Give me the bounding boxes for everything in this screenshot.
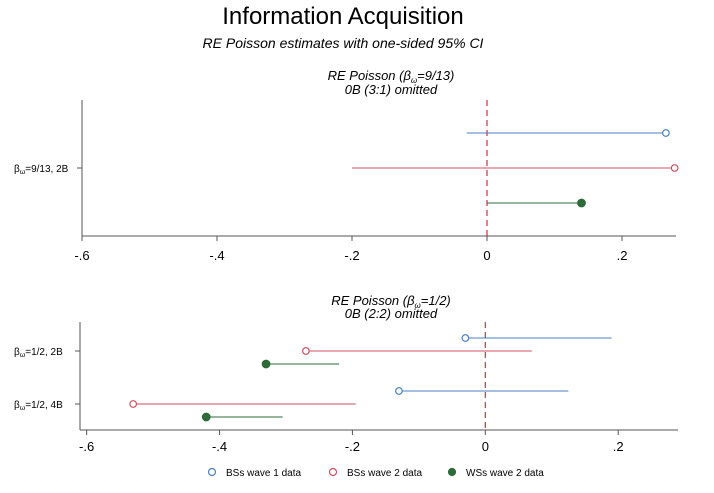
x-tick-label: -.6: [74, 248, 89, 263]
point-estimate: [129, 400, 138, 408]
point-estimate: [261, 359, 271, 369]
panel-note: 0B (3:1) omitted: [345, 82, 438, 97]
panels: RE Poisson (βω=9/13)0B (3:1) omitted -.6 -…: [14, 68, 679, 454]
legend-marker: [447, 467, 457, 477]
x-tick-label: .2: [617, 248, 628, 263]
panel-1: RE Poisson (βω=9/13)0B (3:1) omitted -.6 -…: [14, 68, 679, 263]
row-label: βω=1/2, 4B: [14, 400, 63, 412]
legend-item: WSs wave 2 data: [447, 467, 544, 479]
point-estimate: [201, 412, 211, 422]
row-label: βω=9/13, 2B: [14, 164, 69, 176]
legend-item: BSs wave 2 data: [328, 467, 422, 479]
x-tick-label: -.2: [344, 248, 359, 263]
x-tick-label: -.6: [79, 439, 94, 454]
legend-marker: [328, 467, 338, 477]
panel-note: 0B (2:2) omitted: [345, 306, 438, 321]
chart-title: Information Acquisition: [222, 3, 463, 30]
x-tick-label: -.2: [345, 439, 360, 454]
point-estimate: [661, 129, 670, 137]
point-estimate: [461, 334, 470, 342]
x-tick-label: 0: [482, 439, 489, 454]
point-estimate: [577, 198, 586, 208]
x-tick-label: -.4: [212, 439, 227, 454]
legend-label: BSs wave 2 data: [347, 468, 422, 479]
legend-label: WSs wave 2 data: [466, 468, 544, 479]
x-tick-label: 0: [483, 248, 490, 263]
panel-title: RE Poisson (βω=9/13): [328, 68, 455, 85]
point-estimate: [395, 387, 403, 395]
point-estimate: [302, 347, 310, 355]
x-tick-label: -.4: [209, 248, 224, 263]
panel-2: RE Poisson (βω=1/2)0B (2:2) omitted -.6 -.…: [14, 293, 678, 454]
row-label: βω=1/2, 2B: [14, 347, 63, 359]
x-tick-label: .2: [613, 439, 624, 454]
legend-label: BSs wave 1 data: [226, 468, 301, 479]
legend: BSs wave 1 data BSs wave 2 data WSs wave 2…: [207, 467, 544, 479]
legend-item: BSs wave 1 data: [207, 467, 301, 479]
point-estimate: [670, 164, 679, 172]
chart-subtitle: RE Poisson estimates with one-sided 95% …: [203, 35, 484, 51]
legend-marker: [207, 467, 217, 477]
panel-title: RE Poisson (βω=1/2): [331, 293, 451, 310]
